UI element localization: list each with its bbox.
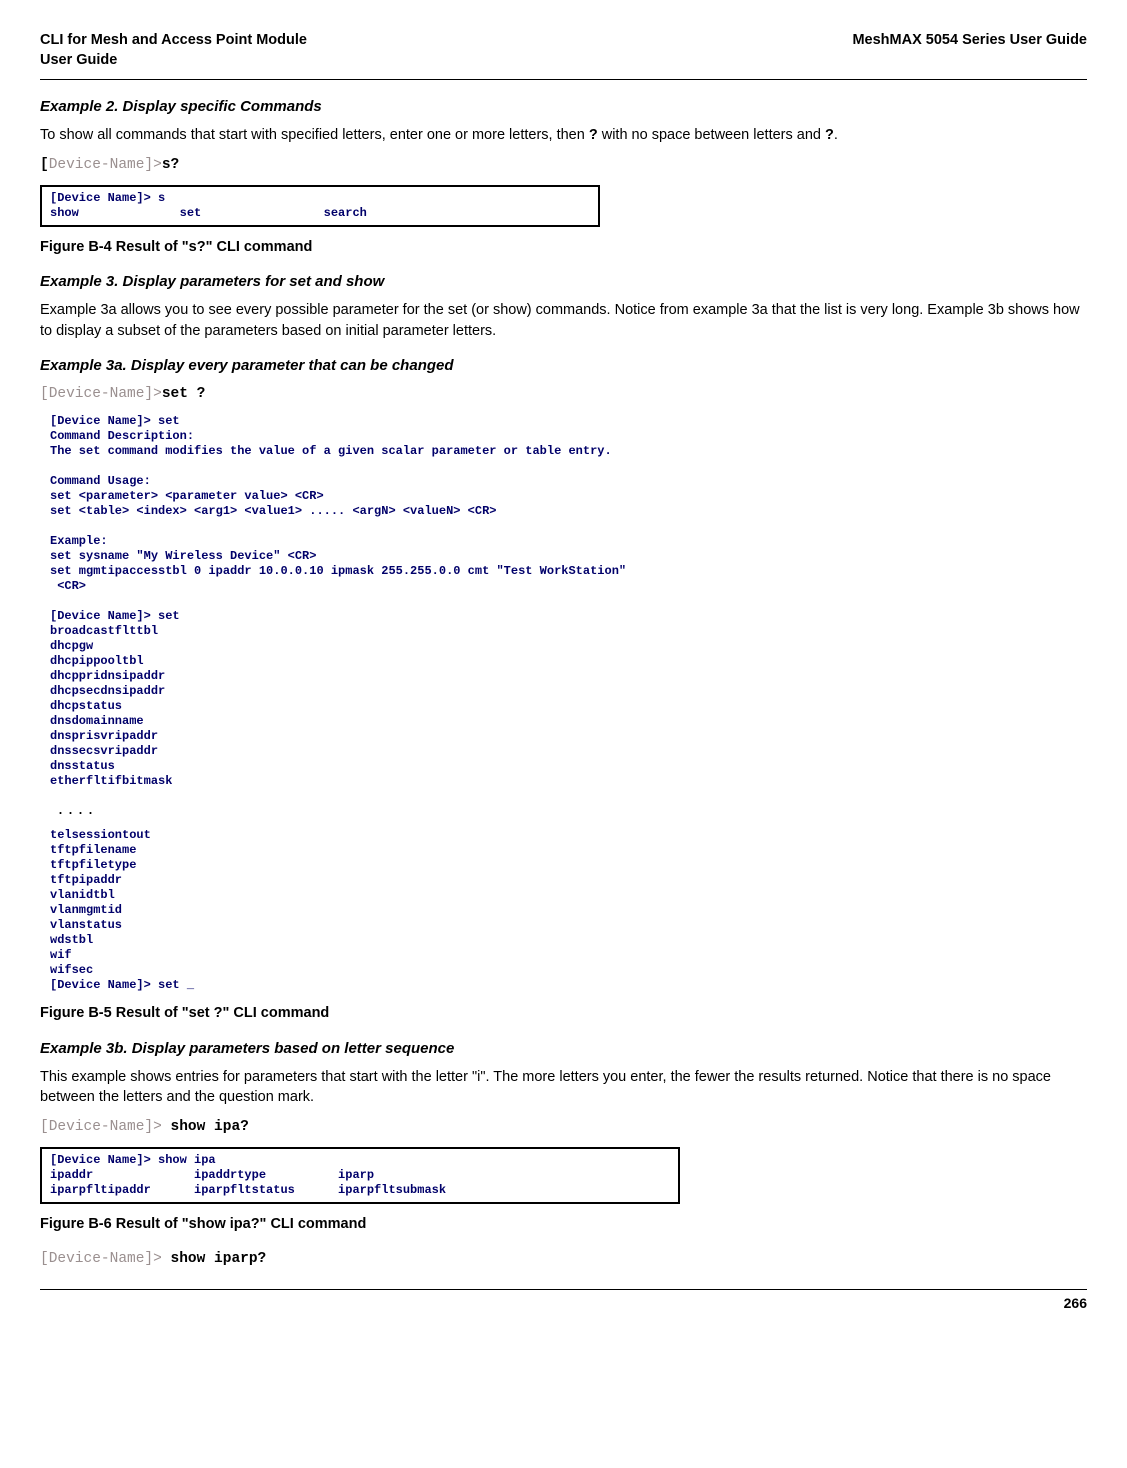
- example2-body: To show all commands that start with spe…: [40, 125, 1087, 145]
- cli-line-3: [Device-Name]> show ipa?: [40, 1117, 1087, 1137]
- ex2-q2: ?: [825, 127, 834, 143]
- header-right: MeshMAX 5054 Series User Guide: [852, 30, 1087, 71]
- cli2-device: [Device-Name]>: [40, 386, 162, 402]
- cli2-cmd: set ?: [162, 386, 206, 402]
- example2-title: Example 2. Display specific Commands: [40, 96, 1087, 117]
- cli4-cmd: show iparp?: [171, 1251, 267, 1267]
- example3-title: Example 3. Display parameters for set an…: [40, 271, 1087, 292]
- cli-line-1: [Device-Name]>s?: [40, 155, 1087, 175]
- cli-line-4: [Device-Name]> show iparp?: [40, 1249, 1087, 1269]
- cli1-device: Device-Name]>: [49, 157, 162, 173]
- terminal-dots: . . . .: [58, 799, 1087, 818]
- figure-b5-caption: Figure B-5 Result of "set ?" CLI command: [40, 1003, 1087, 1023]
- terminal-block-bottom: telsessiontout tftpfilename tftpfiletype…: [50, 828, 1087, 993]
- example3b-body: This example shows entries for parameter…: [40, 1067, 1087, 1108]
- cli1-cmd: s?: [162, 157, 179, 173]
- footer-rule: [40, 1289, 1087, 1290]
- header-left-line1: CLI for Mesh and Access Point Module: [40, 32, 307, 48]
- ex2-text-c: .: [834, 127, 838, 143]
- example3b-title: Example 3b. Display parameters based on …: [40, 1038, 1087, 1059]
- ex2-text-b: with no space between letters and: [598, 127, 825, 143]
- cli3-space: [162, 1119, 171, 1135]
- cli3-cmd: show ipa?: [171, 1119, 249, 1135]
- cli4-space: [162, 1251, 171, 1267]
- page-header: CLI for Mesh and Access Point Module Use…: [40, 30, 1087, 71]
- header-left-line2: User Guide: [40, 52, 117, 68]
- terminal-block-top: [Device Name]> set Command Description: …: [50, 414, 1087, 789]
- terminal-box-3: [Device Name]> show ipa ipaddr ipaddrtyp…: [40, 1147, 680, 1204]
- cli4-device: [Device-Name]>: [40, 1251, 162, 1267]
- cli-line-2: [Device-Name]>set ?: [40, 384, 1087, 404]
- page-number: 266: [40, 1294, 1087, 1314]
- example3a-title: Example 3a. Display every parameter that…: [40, 355, 1087, 376]
- example3-body: Example 3a allows you to see every possi…: [40, 300, 1087, 341]
- figure-b4-caption: Figure B-4 Result of "s?" CLI command: [40, 237, 1087, 257]
- header-left: CLI for Mesh and Access Point Module Use…: [40, 30, 307, 71]
- cli1-bracket: [: [40, 157, 49, 173]
- ex2-q1: ?: [589, 127, 598, 143]
- terminal-box-1: [Device Name]> s show set search: [40, 185, 600, 227]
- header-rule: [40, 79, 1087, 80]
- ex2-text-a: To show all commands that start with spe…: [40, 127, 589, 143]
- cli3-device: [Device-Name]>: [40, 1119, 162, 1135]
- figure-b6-caption: Figure B-6 Result of "show ipa?" CLI com…: [40, 1214, 1087, 1234]
